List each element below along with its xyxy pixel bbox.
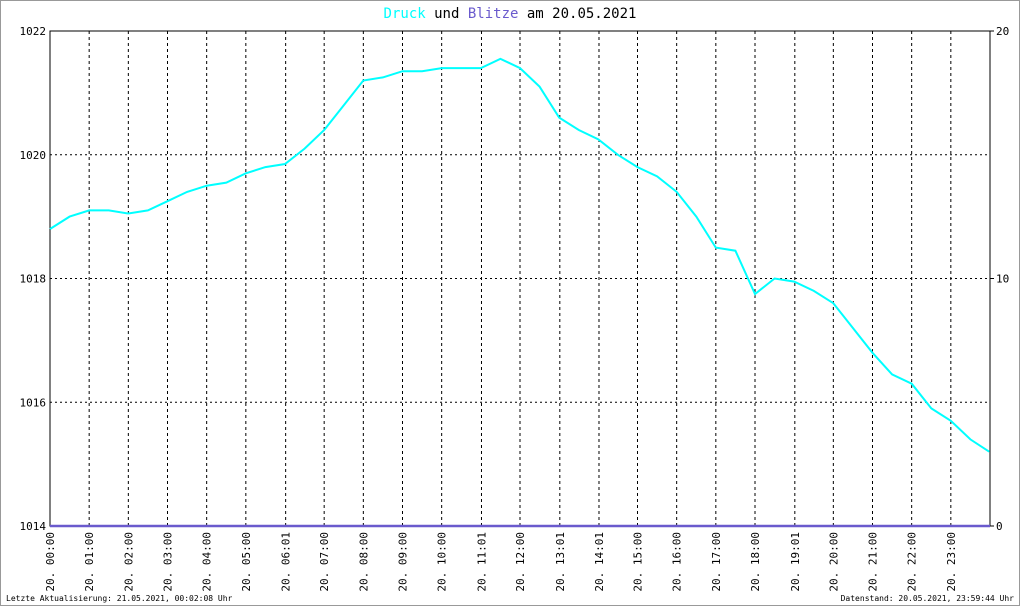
x-tick-label: 20. 13:01 xyxy=(554,532,567,592)
title-part: und xyxy=(434,6,459,22)
x-tick-label: 20. 06:01 xyxy=(280,532,293,592)
title-part: am 20.05.2021 xyxy=(527,6,637,22)
chart-title: Druck und Blitze am 20.05.2021 xyxy=(384,6,637,22)
x-tick-label: 20. 23:00 xyxy=(945,532,958,592)
y-tick-label: 1014 xyxy=(20,520,47,533)
series-line xyxy=(49,57,990,453)
x-tick-label: 20. 15:00 xyxy=(632,532,645,592)
y-tick-label: 1016 xyxy=(20,396,47,409)
x-tick-label: 20. 18:00 xyxy=(749,532,762,592)
x-tick-label: 20. 21:00 xyxy=(867,532,880,592)
title-part: Blitze xyxy=(468,6,519,22)
x-tick-label: 20. 19:01 xyxy=(789,532,802,592)
x-tick-label: 20. 22:00 xyxy=(906,532,919,592)
x-tick-label: 20. 03:00 xyxy=(162,532,175,592)
x-tick-label: 20. 09:00 xyxy=(397,532,410,592)
title-part: Druck xyxy=(384,6,427,22)
footer-left: Letzte Aktualisierung: 21.05.2021, 00:02… xyxy=(6,594,233,603)
y2-tick-label: 20 xyxy=(996,25,1009,38)
x-tick-label: 20. 20:00 xyxy=(827,532,840,592)
x-tick-label: 20. 17:00 xyxy=(710,532,723,592)
y-tick-label: 1018 xyxy=(20,273,47,286)
y-tick-label: 1020 xyxy=(20,149,47,162)
x-tick-label: 20. 16:00 xyxy=(671,532,684,592)
y2-tick-label: 10 xyxy=(996,273,1009,286)
x-tick-label: 20. 02:00 xyxy=(122,532,135,592)
x-tick-label: 20. 10:00 xyxy=(436,532,449,592)
y-tick-label: 1022 xyxy=(20,25,47,38)
x-tick-label: 20. 11:01 xyxy=(475,532,488,592)
x-tick-label: 20. 05:00 xyxy=(240,532,253,592)
x-tick-label: 20. 08:00 xyxy=(357,532,370,592)
x-tick-label: 20. 00:00 xyxy=(44,532,57,592)
x-tick-label: 20. 12:00 xyxy=(514,532,527,592)
x-tick-label: 20. 14:01 xyxy=(593,532,606,592)
x-tick-label: 20. 04:00 xyxy=(201,532,214,592)
y2-tick-label: 0 xyxy=(996,520,1003,533)
footer-right: Datenstand: 20.05.2021, 23:59:44 Uhr xyxy=(841,594,1015,603)
x-tick-label: 20. 01:00 xyxy=(83,532,96,592)
x-tick-label: 20. 07:00 xyxy=(318,532,331,592)
